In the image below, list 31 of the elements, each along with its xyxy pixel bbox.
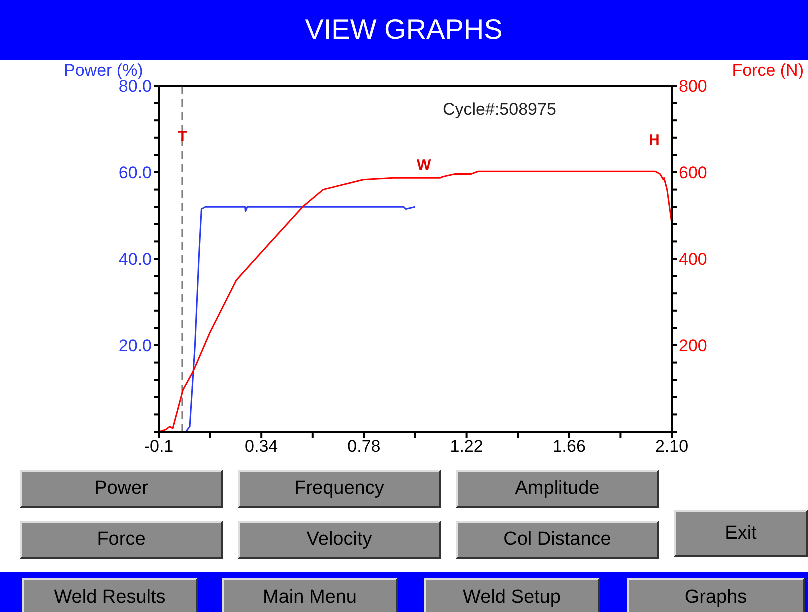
text: Col Distance: [456, 521, 659, 559]
x-tick-label: -0.1: [144, 437, 174, 456]
y2-tick-label: 800: [679, 77, 708, 96]
y-tick-label: 20.0: [118, 336, 152, 356]
text: Force: [20, 521, 223, 559]
text: Power: [20, 470, 223, 508]
y2-tick-label: 600: [679, 164, 708, 183]
y-axis-title: Power (%): [64, 61, 144, 80]
text: Frequency: [238, 470, 441, 508]
y-tick-label: 40.0: [118, 250, 152, 270]
text: Main Menu: [222, 578, 398, 612]
text: Graphs: [627, 578, 805, 612]
x-tick-label: 1.22: [450, 437, 484, 456]
y2-tick-label: 200: [679, 336, 708, 356]
y2-tick-label: 400: [679, 250, 708, 270]
annotation: Cycle#:508975: [443, 100, 556, 120]
x-tick-label: 1.66: [552, 437, 586, 456]
annotation: W: [417, 157, 432, 174]
x-tick-label: 0.78: [348, 437, 381, 456]
x-tick-label: 2.10: [655, 437, 689, 456]
x-tick-label: 0.34: [245, 437, 278, 456]
text: Amplitude: [456, 470, 659, 508]
text: Velocity: [238, 521, 441, 559]
text: Weld Results: [22, 578, 198, 612]
y-tick-label: 60.0: [118, 164, 152, 183]
text: Weld Setup: [424, 578, 600, 612]
text: Exit: [674, 510, 808, 557]
annotation: H: [649, 132, 660, 149]
chart-title: VIEW GRAPHS: [0, 0, 808, 60]
ref-line-label: T: [178, 128, 188, 146]
y2-axis-title: Force (N): [732, 61, 804, 81]
